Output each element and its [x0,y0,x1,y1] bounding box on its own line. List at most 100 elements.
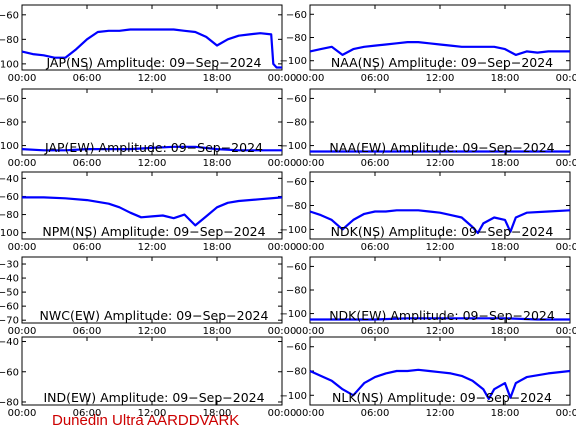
panel-2-ytick-label-2: −60 [0,94,19,105]
panel-0-xtick-label-3: 18:00 [203,73,232,84]
panel-1-xtick-label-2: 12:00 [426,73,455,84]
panel-1-xtick-label-0: 00:00 [296,73,325,84]
panel-5-xtick-label-0: 00:00 [296,242,325,253]
panel-4-ytick-label-0: −100 [0,228,19,239]
panel-2-ytick-label-0: −100 [0,141,19,152]
panel-5-xtick-label-4: 00:00 [556,242,576,253]
panel-7-frame [309,256,571,324]
panel-4-title: NPM(NS) Amplitude: 09−Sep−2024 [42,224,265,239]
panel-6-xtick-label-2: 12:00 [138,326,167,337]
panel-5-title: NDK(NS) Amplitude: 09−Sep−2024 [331,224,554,239]
panel-4-ytick-label-3: −40 [0,174,19,185]
panel-9-xtick-label-4: 00:00 [556,408,576,419]
panel-6-xtick-label-0: 00:00 [8,326,37,337]
panel-0-ytick-label-2: −60 [0,10,19,21]
panel-4-xtick-label-1: 06:00 [73,242,102,253]
panel-0-xtick-label-1: 06:00 [73,73,102,84]
panel-8-frame [21,336,283,406]
panel-2-series-0 [21,145,282,152]
panel-7-xtick-label-4: 00:00 [556,326,576,337]
panel-9-xtick-label-1: 06:00 [361,408,390,419]
panel-1-ytick-label-1: −80 [286,33,307,44]
panel-9-xtick-label-3: 18:00 [491,408,520,419]
panel-8-ytick-label-0: −80 [0,397,19,408]
panel-1-ytick-label-2: −60 [286,10,307,21]
panel-6-frame [21,256,283,324]
panel-8-xtick-label-4: 00:00 [268,408,297,419]
panel-7-xtick-label-3: 18:00 [491,326,520,337]
panel-0-ytick-label-1: −80 [0,35,19,46]
panel-3-xtick-label-3: 18:00 [491,158,520,169]
panel-1-xtick-label-3: 18:00 [491,73,520,84]
panel-5-ytick-label-0: −100 [280,225,307,236]
panel-4-xtick-label-4: 00:00 [268,242,297,253]
panel-5-frame [309,171,571,240]
panel-4-ytick-label-1: −80 [0,210,19,221]
panel-3-ytick-label-2: −60 [286,94,307,105]
panel-3-xtick-label-2: 12:00 [426,158,455,169]
panel-2-xtick-label-1: 06:00 [73,158,102,169]
panel-6-ytick-label-0: −70 [0,316,19,327]
panel-2-frame [21,88,283,156]
panel-7-xtick-label-0: 00:00 [296,326,325,337]
panel-4-series-0 [22,196,283,227]
panel-1-frame [309,4,571,71]
panel-0-ytick-label-0: −100 [0,59,19,70]
panel-7-ytick-label-1: −80 [286,286,307,297]
panel-6-ytick-label-4: −30 [0,260,19,271]
panel-2-xtick-label-0: 00:00 [8,158,37,169]
panel-7-title: NDK(EW) Amplitude: 09−Sep−2024 [329,308,555,323]
panel-7-ytick-label-2: −60 [286,262,307,273]
panel-5-ytick-label-2: −60 [286,177,307,188]
panel-3-xtick-label-0: 00:00 [296,158,325,169]
panel-8-xtick-label-0: 00:00 [8,408,37,419]
panel-6-xtick-label-3: 18:00 [203,326,232,337]
panel-3-frame [309,88,571,156]
panel-3-xtick-label-1: 06:00 [361,158,390,169]
panel-5-xtick-label-3: 18:00 [491,242,520,253]
panel-9-xtick-label-2: 12:00 [426,408,455,419]
panel-2-xtick-label-4: 00:00 [268,158,297,169]
panel-8-ytick-label-1: −60 [0,367,19,378]
panel-6-ytick-label-3: −40 [0,274,19,285]
panel-6-xtick-label-4: 00:00 [268,326,297,337]
panel-2-title: JAP(EW) Amplitude: 09−Sep−2024 [44,140,263,155]
panel-0-xtick-label-0: 00:00 [8,73,37,84]
panel-1-ytick-label-0: −100 [280,56,307,67]
panel-0-xtick-label-4: 00:00 [268,73,297,84]
panel-1-xtick-label-1: 06:00 [361,73,390,84]
panel-3-xtick-label-4: 00:00 [556,158,576,169]
panel-6-ytick-label-1: −60 [0,302,19,313]
panel-8-xtick-label-2: 12:00 [138,408,167,419]
panel-9-ytick-label-1: −80 [286,367,307,378]
panel-4-xtick-label-2: 12:00 [138,242,167,253]
panel-8-xtick-label-1: 06:00 [73,408,102,419]
panel-7-xtick-label-2: 12:00 [426,326,455,337]
panel-1-title: NAA(NS) Amplitude: 09−Sep−2024 [331,55,553,70]
panel-3-ytick-label-1: −80 [286,118,307,129]
panel-6-ytick-label-2: −50 [0,288,19,299]
panel-9-title: NLK(NS) Amplitude: 09−Sep−2024 [332,390,552,405]
panel-6-xtick-label-1: 06:00 [73,326,102,337]
panel-1-xtick-label-4: 00:00 [556,73,576,84]
panel-0-title: JAP(NS) Amplitude: 09−Sep−2024 [45,55,261,70]
panel-4-xtick-label-3: 18:00 [203,242,232,253]
panel-9-ytick-label-0: −100 [280,391,307,402]
panel-0-xtick-label-2: 12:00 [138,73,167,84]
panel-9-ytick-label-2: −60 [286,342,307,353]
panel-7-xtick-label-1: 06:00 [361,326,390,337]
panel-7-ytick-label-0: −100 [280,309,307,320]
panel-5-series-0 [309,209,571,235]
panel-5-xtick-label-2: 12:00 [426,242,455,253]
panel-0-frame [21,4,283,71]
panel-2-xtick-label-2: 12:00 [138,158,167,169]
credit-label: Dunedin Ultra AARDDVARK [52,412,239,429]
panel-8-xtick-label-3: 18:00 [203,408,232,419]
panel-4-frame [21,171,283,240]
panel-5-xtick-label-1: 06:00 [361,242,390,253]
panel-3-ytick-label-0: −100 [280,141,307,152]
panel-8-ytick-label-2: −40 [0,337,19,348]
panel-2-xtick-label-3: 18:00 [203,158,232,169]
panel-6-title: NWC(EW) Amplitude: 09−Sep−2024 [40,308,269,323]
